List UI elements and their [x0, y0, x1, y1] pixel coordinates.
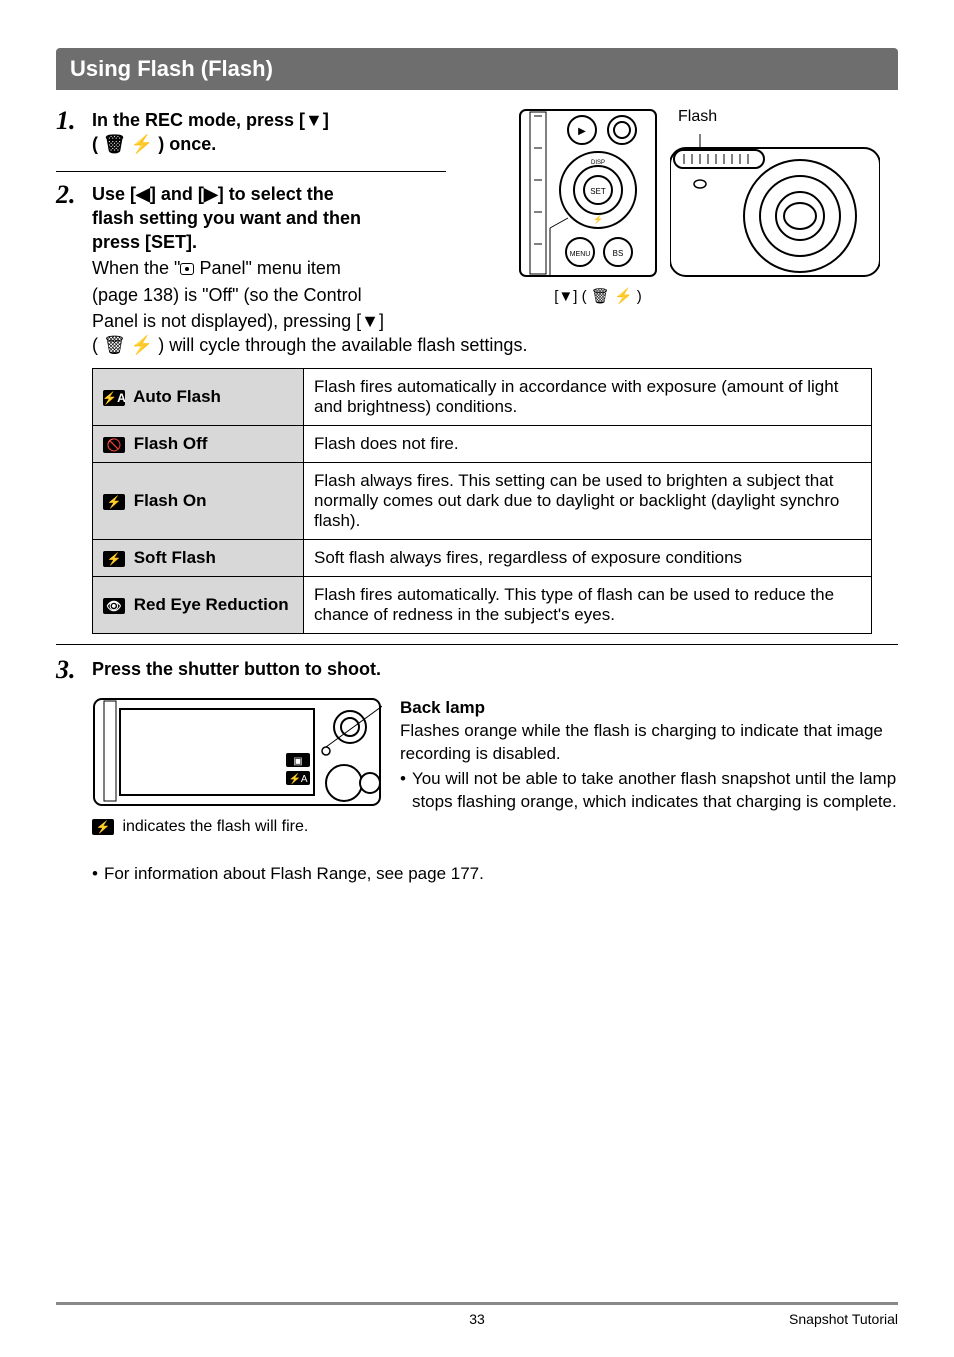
step-3-title: Press the shutter button to shoot.	[92, 657, 898, 681]
step-3-num: 3.	[56, 657, 82, 683]
step-3: 3. Press the shutter button to shoot.	[56, 657, 898, 683]
down-button-label: [▼] ( 🗑 ⚡ )	[538, 287, 658, 305]
flash-fire-icon: ⚡	[92, 819, 114, 835]
footer: 33 Snapshot Tutorial	[56, 1302, 898, 1327]
flash-mode-label: ⚡ Soft Flash	[93, 540, 304, 577]
step-2-num: 2.	[56, 182, 82, 334]
table-row: 🚫 Flash OffFlash does not fire.	[93, 426, 872, 463]
step-2-desc-part1b: Panel" menu item	[194, 258, 340, 278]
step-1: 1. In the REC mode, press [▼] ( 🗑 ⚡ ) on…	[56, 108, 498, 157]
svg-text:⚡: ⚡	[593, 214, 603, 224]
svg-text:▣: ▣	[293, 756, 302, 767]
flash-modes-table: ⚡A Auto FlashFlash fires automatically i…	[92, 368, 872, 634]
step-2-title-line1: Use [◀] and [▶] to select the	[92, 182, 498, 206]
svg-text:BS: BS	[613, 249, 624, 258]
camera-front-illustration	[670, 130, 880, 280]
table-row: ⚡A Auto FlashFlash fires automatically i…	[93, 369, 872, 426]
flash-mode-desc: Flash always fires. This setting can be …	[304, 463, 872, 540]
step-2-desc-line4: ( 🗑 ⚡ ) will cycle through the available…	[92, 335, 898, 356]
flash-mode-desc: Flash fires automatically. This type of …	[304, 577, 872, 634]
section-header: Using Flash (Flash)	[56, 48, 898, 90]
flash-mode-desc: Soft flash always fires, regardless of e…	[304, 540, 872, 577]
step-2-desc-line2: (page 138) is "Off" (so the Control	[92, 283, 498, 307]
step-1-title-line2: ( 🗑 ⚡ ) once.	[92, 132, 498, 156]
flash-mode-desc: Flash does not fire.	[304, 426, 872, 463]
panel-icon	[180, 263, 194, 275]
bullet-icon: •	[400, 768, 406, 814]
step-2: 2. Use [◀] and [▶] to select the flash s…	[56, 182, 498, 334]
bullet-icon: •	[92, 864, 98, 884]
flash-mode-icon: 👁	[103, 598, 125, 614]
flash-mode-label: 👁 Red Eye Reduction	[93, 577, 304, 634]
flash-mode-label: ⚡ Flash On	[93, 463, 304, 540]
backlamp-title: Back lamp	[400, 697, 898, 720]
step-2-desc-part1: When the "	[92, 258, 180, 278]
flash-mode-icon: ⚡	[103, 551, 125, 567]
page-number: 33	[56, 1311, 898, 1327]
backlamp-desc: Flashes orange while the flash is chargi…	[400, 720, 898, 766]
svg-text:MENU: MENU	[570, 251, 591, 258]
camera-back-illustration: ▣ ⚡A	[92, 697, 382, 807]
table-row: ⚡ Soft FlashSoft flash always fires, reg…	[93, 540, 872, 577]
control-pad-illustration: ▶ SET DISP ⚡ MENU	[518, 108, 658, 278]
flash-caption: Flash	[678, 108, 880, 126]
step-1-title-line1: In the REC mode, press [▼]	[92, 108, 498, 132]
svg-text:⚡A: ⚡A	[288, 772, 307, 785]
backlamp-bullet-text: You will not be able to take another fla…	[412, 768, 898, 814]
step-2-title-line3: press [SET].	[92, 230, 498, 254]
flash-mode-label: 🚫 Flash Off	[93, 426, 304, 463]
step-1-num: 1.	[56, 108, 82, 157]
lcd-illustration-block: ▣ ⚡A ⚡ indicates the flash will fire.	[92, 697, 382, 836]
step-2-title-line2: flash setting you want and then	[92, 206, 498, 230]
flash-mode-label: ⚡A Auto Flash	[93, 369, 304, 426]
flash-range-note: For information about Flash Range, see p…	[104, 864, 484, 884]
flash-mode-icon: ⚡	[103, 494, 125, 510]
table-row: ⚡ Flash OnFlash always fires. This setti…	[93, 463, 872, 540]
flash-mode-icon: ⚡A	[103, 390, 125, 406]
svg-text:▶: ▶	[578, 126, 586, 137]
step-divider-1	[56, 171, 446, 172]
flash-mode-desc: Flash fires automatically in accordance …	[304, 369, 872, 426]
svg-text:DISP: DISP	[591, 160, 605, 166]
illustrations: ▶ SET DISP ⚡ MENU	[518, 108, 898, 305]
svg-text:SET: SET	[590, 187, 606, 196]
table-row: 👁 Red Eye ReductionFlash fires automatic…	[93, 577, 872, 634]
flash-mode-icon: 🚫	[103, 437, 125, 453]
step-2-desc-line3: Panel is not displayed), pressing [▼]	[92, 309, 498, 333]
lcd-note-text: indicates the flash will fire.	[118, 818, 308, 835]
